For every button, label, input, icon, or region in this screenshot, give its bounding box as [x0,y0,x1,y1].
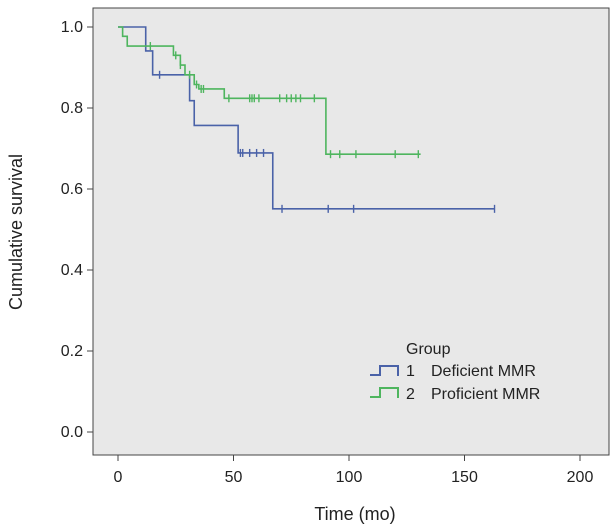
x-tick-label: 0 [114,469,123,486]
y-tick-label: 0.6 [61,181,83,198]
y-tick-label: 0.0 [61,424,83,441]
curve-deficient-mmr [118,26,495,210]
legend-label-proficient-mmr: Proficient MMR [431,386,540,403]
censor-marks [149,42,496,213]
x-tick-label: 50 [225,469,243,486]
legend: Group 1 Deficient MMR 2 Proficient MMR [370,341,540,403]
legend-swatch-proficient-mmr [370,387,399,398]
curve-proficient-mmr [118,26,421,155]
x-tick-label: 200 [567,469,594,486]
y-axis-title: Cumulative survival [6,154,26,310]
axis-ticks: 0.0 0.2 0.4 0.6 0.8 1.0 0 50 100 150 200 [61,19,594,486]
legend-title: Group [406,341,451,358]
legend-label-deficient-mmr: Deficient MMR [431,363,536,380]
y-tick-label: 0.4 [61,262,83,279]
legend-code-proficient-mmr: 2 [406,386,415,403]
y-tick-label: 0.2 [61,343,83,360]
y-tick-label: 1.0 [61,19,83,36]
plot-area [92,7,610,456]
x-tick-label: 100 [336,469,363,486]
survival-curves [118,26,495,210]
x-tick-label: 150 [451,469,478,486]
x-axis-title: Time (mo) [314,504,395,524]
y-tick-label: 0.8 [61,100,83,117]
legend-code-deficient-mmr: 1 [406,363,415,380]
legend-swatch-deficient-mmr [370,365,399,376]
